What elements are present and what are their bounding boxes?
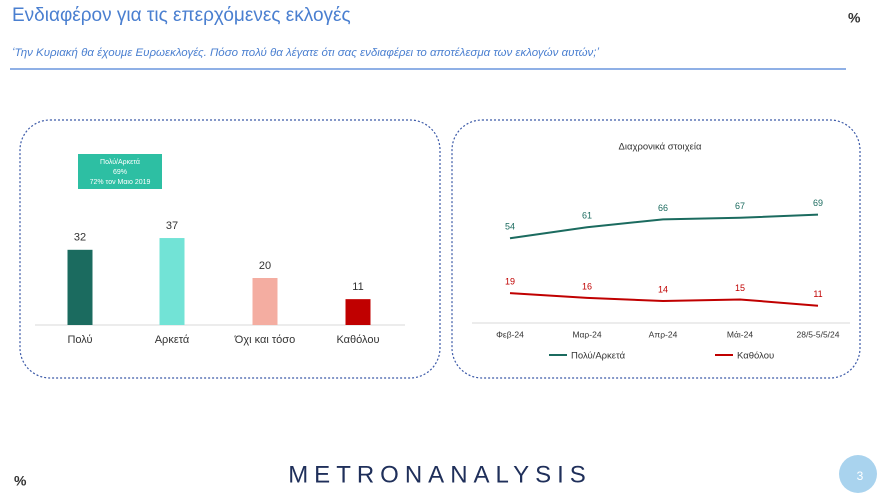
line bbox=[509, 292, 819, 307]
x-tick-label: Μάι-24 bbox=[727, 329, 753, 339]
percent-mark: % bbox=[848, 10, 861, 26]
bar bbox=[67, 249, 93, 325]
annotation-text: 69% bbox=[113, 169, 127, 176]
value-label: 19 bbox=[505, 277, 515, 287]
bar bbox=[159, 238, 185, 325]
bar bbox=[252, 278, 278, 325]
value-label: 32 bbox=[74, 232, 86, 244]
category-label: Πολύ bbox=[67, 334, 92, 346]
category-label: Αρκετά bbox=[155, 334, 190, 346]
percent-mark: % bbox=[14, 473, 27, 489]
x-tick-label: Απρ-24 bbox=[649, 329, 678, 339]
annotation-text: Πολύ/Αρκετά bbox=[100, 158, 140, 166]
value-label: 61 bbox=[582, 211, 592, 221]
value-label: 14 bbox=[658, 284, 668, 294]
value-label: 54 bbox=[505, 222, 515, 232]
line bbox=[509, 213, 819, 240]
category-label: Όχι και τόσο bbox=[234, 334, 295, 346]
value-label: 15 bbox=[735, 283, 745, 293]
bar bbox=[345, 299, 371, 325]
value-label: 67 bbox=[735, 201, 745, 211]
annotation-text: 72% τον Μαιο 2019 bbox=[90, 179, 151, 186]
value-label: 11 bbox=[813, 289, 822, 299]
legend-label: Πολύ/Αρκετά bbox=[571, 351, 626, 362]
value-label: 16 bbox=[582, 281, 592, 291]
value-label: 69 bbox=[813, 198, 823, 208]
page-badge bbox=[839, 455, 877, 493]
chart-title: Διαχρονικά στοιχεία bbox=[619, 142, 702, 153]
page-number: 3 bbox=[857, 469, 864, 483]
x-tick-label: Μαρ-24 bbox=[572, 329, 601, 339]
x-tick-label: 28/5-5/5/24 bbox=[796, 329, 839, 339]
value-label: 11 bbox=[352, 281, 363, 293]
x-tick-label: Φεβ-24 bbox=[496, 329, 524, 339]
panel bbox=[19, 119, 441, 379]
value-label: 37 bbox=[166, 220, 178, 232]
category-label: Καθόλου bbox=[336, 334, 379, 346]
logo: METRONANALYSIS bbox=[288, 461, 592, 488]
annotation-box bbox=[78, 154, 162, 189]
value-label: 66 bbox=[658, 203, 668, 213]
value-label: 20 bbox=[259, 260, 271, 272]
slide-title: Ενδιαφέρον για τις επερχόμενες εκλογές bbox=[12, 5, 351, 26]
slide-subtitle: ‘Την Κυριακή θα έχουμε Ευρωεκλογές. Πόσο… bbox=[12, 47, 599, 59]
panel bbox=[451, 119, 861, 379]
legend-label: Καθόλου bbox=[737, 351, 774, 362]
